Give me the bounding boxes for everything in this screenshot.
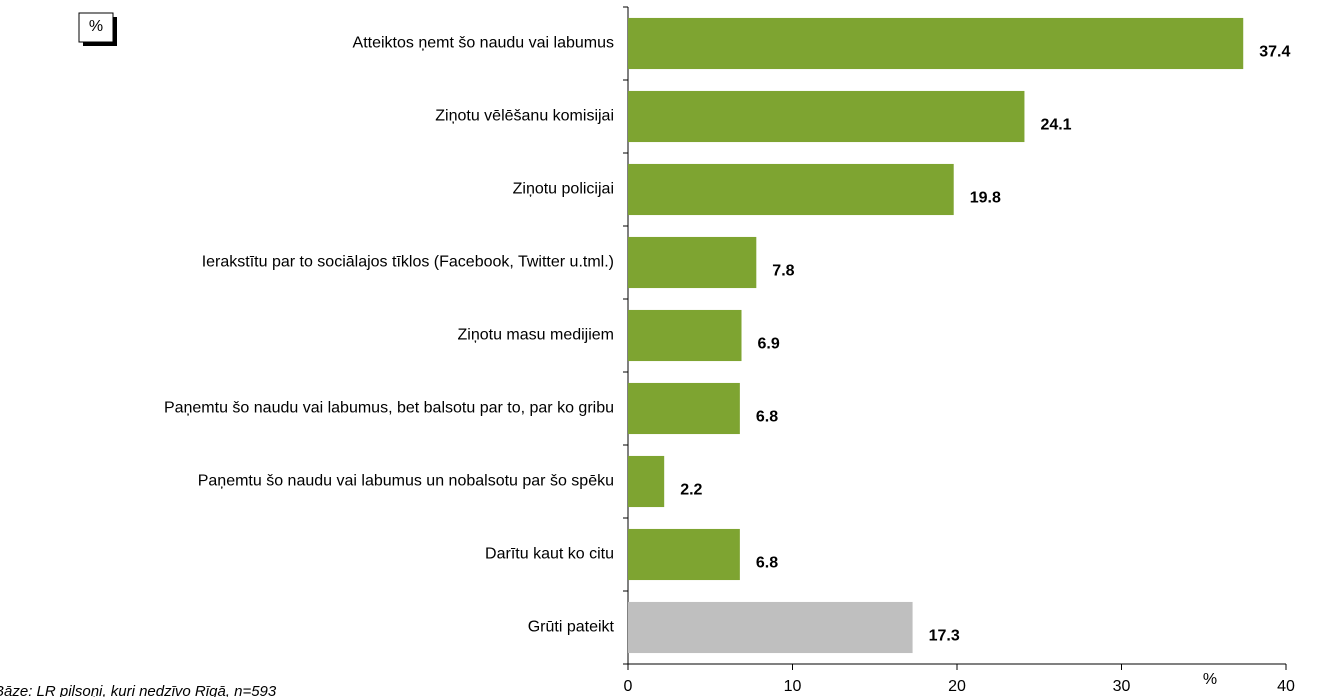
bar (628, 309, 742, 362)
bar (628, 455, 665, 508)
x-tick-label: 0 (624, 678, 633, 695)
bar (628, 528, 740, 581)
value-label: 7.8 (772, 263, 794, 280)
category-label: Ziņotu policijai (513, 181, 614, 198)
bar (628, 90, 1025, 143)
axis-unit-label: % (1203, 671, 1217, 688)
value-label: 6.9 (758, 336, 780, 353)
bar (628, 236, 757, 289)
x-tick-label: 40 (1277, 678, 1295, 695)
value-label: 2.2 (680, 482, 702, 499)
category-label: Ierakstītu par to sociālajos tīklos (Fac… (202, 254, 614, 271)
value-label: 19.8 (970, 190, 1001, 207)
value-label: 6.8 (756, 555, 778, 572)
value-label: 6.8 (756, 409, 778, 426)
category-label: Grūti pateikt (528, 619, 615, 636)
bar (628, 382, 740, 435)
category-label: Paņemtu šo naudu vai labumus, bet balsot… (164, 400, 614, 417)
category-label: Ziņotu vēlēšanu komisijai (435, 108, 614, 125)
category-label: Ziņotu masu medijiem (458, 327, 615, 344)
value-label: 24.1 (1040, 117, 1071, 134)
category-label: Atteiktos ņemt šo naudu vai labumus (353, 35, 614, 52)
unit-box-label: % (89, 18, 103, 35)
category-label: Darītu kaut ko citu (485, 546, 614, 563)
bar (628, 17, 1244, 70)
category-label: Paņemtu šo naudu vai labumus un nobalsot… (198, 473, 614, 490)
bar (628, 601, 913, 654)
bar (628, 163, 954, 216)
value-label: 17.3 (929, 628, 960, 645)
footnote: Bāze: LR pilsoņi, kuri nedzīvo Rīgā, n=5… (0, 683, 277, 697)
value-label: 37.4 (1259, 44, 1290, 61)
unit-box (78, 12, 114, 43)
x-tick-label: 30 (1113, 678, 1131, 695)
x-tick-label: 10 (784, 678, 802, 695)
x-tick-label: 20 (948, 678, 966, 695)
